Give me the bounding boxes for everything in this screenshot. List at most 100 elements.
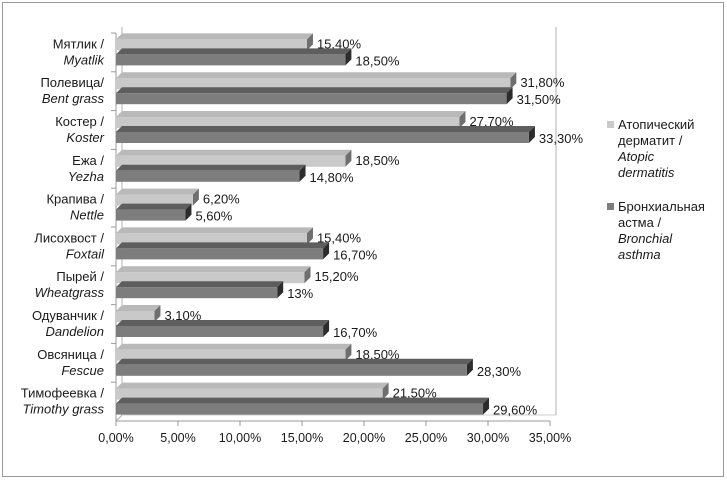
bar-top-face [116, 72, 517, 79]
x-tick-label: 20,00% [343, 431, 385, 445]
bar-top-face [116, 203, 192, 210]
bar-top-face [116, 149, 352, 156]
bar-bronchial-asthma [116, 403, 484, 415]
bar-top-face [116, 266, 311, 273]
data-label: 28,30% [477, 364, 522, 379]
category-label-en: Fescue [61, 363, 104, 378]
bar-side-face [277, 281, 284, 299]
category-label: Мятлик / [53, 36, 105, 51]
legend-label: Атопический [618, 117, 694, 132]
bar-bronchial-asthma [116, 132, 529, 143]
data-label: 31,50% [517, 92, 562, 107]
legend-label: дерматит / [618, 133, 683, 148]
bar-side-face [323, 320, 330, 337]
bar-atopic-dermatitis [116, 39, 307, 51]
bar-side-face [192, 188, 199, 206]
data-label: 14,80% [310, 170, 355, 185]
category-label-en: Nettle [70, 208, 104, 223]
legend-label: dermatitis [618, 165, 675, 180]
x-tick-label: 10,00% [219, 431, 261, 445]
data-label: 15,20% [314, 269, 359, 284]
category-label-en: Bent grass [42, 91, 105, 106]
bar-top-face [116, 320, 330, 326]
bar-side-face [506, 87, 513, 105]
bar-side-face [306, 227, 313, 245]
bar-top-face [116, 111, 466, 117]
category-label: Одуванчик / [32, 308, 104, 323]
data-label: 33,30% [539, 131, 584, 146]
bar-top-face [116, 33, 313, 40]
bar-side-face [304, 266, 311, 284]
legend-swatch [607, 121, 614, 128]
bar-top-face [116, 358, 473, 365]
category-label-en: Dandelion [45, 324, 104, 339]
legend-label: Бронхиальная [618, 199, 705, 214]
bar-side-face [323, 242, 330, 260]
bar-top-face [116, 164, 306, 171]
legend-label: астма / [618, 215, 661, 230]
data-label: 18,50% [355, 347, 400, 362]
data-label: 27,70% [469, 114, 514, 129]
bar-bronchial-asthma [116, 93, 507, 105]
bar-side-face [466, 358, 473, 376]
data-label: 13% [287, 286, 313, 301]
bar-top-face [116, 305, 161, 311]
bar-bronchial-asthma [116, 54, 346, 66]
bar-atopic-dermatitis [116, 349, 346, 361]
bar-side-face [483, 397, 490, 415]
bar-atopic-dermatitis [116, 194, 193, 206]
bar-bronchial-asthma [116, 364, 467, 376]
bar-bronchial-asthma [116, 209, 186, 221]
bar-atopic-dermatitis [116, 117, 460, 128]
bar-side-face [299, 164, 306, 182]
category-label: Пырей / [56, 269, 104, 284]
bar-top-face [116, 382, 389, 389]
bar-top-face [116, 87, 513, 94]
category-label-en: Timothy grass [22, 402, 104, 417]
bar-top-face [116, 227, 313, 234]
x-tick-label: 35,00% [529, 431, 571, 445]
x-tick-label: 25,00% [405, 431, 447, 445]
x-tick-label: 30,00% [467, 431, 509, 445]
legend-label: Bronchial [618, 231, 673, 246]
category-label-en: Myatlik [64, 52, 106, 67]
bar-side-face [185, 203, 192, 221]
bar-atopic-dermatitis [116, 155, 346, 167]
data-label: 3,10% [164, 308, 201, 323]
category-label-en: Foxtail [66, 246, 105, 261]
bar-chart: 0,00% 5,00% 10,00% 15,00% 20,00% 25,00% 30,00%… [21, 27, 705, 445]
data-label: 15,40% [317, 36, 362, 51]
data-label: 31,80% [520, 75, 565, 90]
data-label: 18,50% [355, 153, 400, 168]
bar-bronchial-asthma [116, 287, 278, 299]
bar-side-face [382, 382, 389, 400]
x-tick-label: 5,00% [160, 431, 195, 445]
x-tick-label: 0,00% [98, 431, 133, 445]
bar-atopic-dermatitis [116, 388, 383, 400]
bar-side-face [345, 149, 352, 167]
bar-top-face [116, 242, 330, 249]
category-label-en: Koster [66, 130, 104, 145]
bar-top-face [116, 188, 199, 195]
data-label: 29,60% [493, 403, 538, 418]
legend-label: asthma [618, 247, 661, 262]
bar-side-face [459, 111, 466, 128]
data-label: 18,50% [355, 53, 400, 68]
category-label: Костер / [55, 114, 104, 129]
category-label-en: Yezha [68, 169, 104, 184]
data-label: 6,20% [203, 192, 240, 207]
legend-label: Atopic [617, 149, 655, 164]
category-label: Лисохвост / [34, 230, 104, 245]
data-label: 5,60% [195, 209, 232, 224]
bar-top-face [116, 397, 490, 404]
category-label: Полевица/ [40, 75, 104, 90]
category-label: Овсяница / [37, 347, 104, 362]
bar-top-face [116, 48, 352, 55]
category-label-en: Wheatgrass [35, 285, 105, 300]
bar-atopic-dermatitis [116, 233, 307, 245]
bar-bronchial-asthma [116, 248, 324, 260]
bar-top-face [116, 126, 535, 132]
category-label: Крапива / [46, 192, 104, 207]
bar-side-face [154, 305, 161, 322]
